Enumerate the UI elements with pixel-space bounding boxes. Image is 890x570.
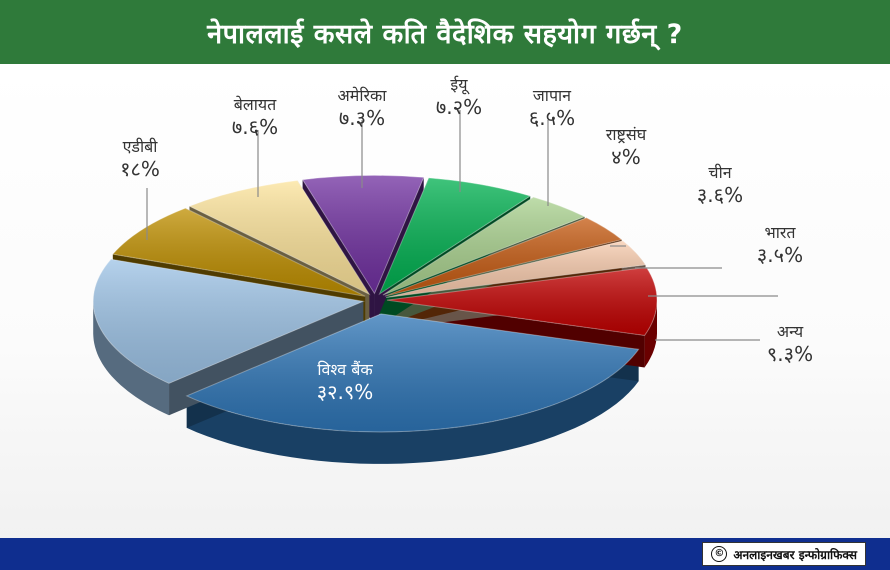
slice-label-value: ४% xyxy=(611,145,640,169)
slice-label-name: राष्ट्रसंघ xyxy=(606,125,647,144)
slice-shade xyxy=(386,267,657,336)
slice-shade xyxy=(112,208,366,297)
slice-label-value: ७.३% xyxy=(339,106,385,130)
pie-slices xyxy=(92,174,658,464)
slice-shade xyxy=(186,313,639,432)
credit-badge: © अनलाइनखबर इन्फोग्राफिक्स xyxy=(702,542,866,566)
slice-label-value: ७.२% xyxy=(436,95,482,119)
slice-label-name: भारत xyxy=(764,223,796,242)
slice-shade xyxy=(386,240,646,298)
slice-label-value: १८% xyxy=(120,157,160,181)
slice-shade xyxy=(382,197,585,296)
slice-wall xyxy=(186,349,639,464)
leader-lines xyxy=(146,110,778,341)
chart-title: नेपाललाई कसले कति वैदेशिक सहयोग गर्छन् ? xyxy=(207,18,683,50)
slice-label-value: ६.५% xyxy=(529,106,575,130)
slice-wall xyxy=(644,298,657,368)
slice-wall xyxy=(93,301,169,416)
slice-shade xyxy=(384,217,622,297)
slice-label-name: एडीबी xyxy=(123,137,159,156)
slice-label-name: ईयू xyxy=(450,75,470,95)
slice-label-name: बेलायत xyxy=(234,95,277,114)
slice-label-name: विश्व बैंक xyxy=(317,360,373,379)
slice-label-value: ७.६% xyxy=(232,115,278,139)
copyright-icon: © xyxy=(711,546,728,562)
slice-label-name: अन्य xyxy=(777,322,804,341)
slice-labels: विश्व बैंक३२.९% अन्य९.३% भारत३.५% चीन३.६% रा… xyxy=(120,75,813,404)
slice-label-name: अमेरिका xyxy=(338,86,388,105)
slice-shade xyxy=(189,180,370,295)
slice-label-name: जापान xyxy=(533,86,572,105)
slice-label-value: ९.३% xyxy=(767,342,813,366)
slice-shade xyxy=(302,175,424,294)
slice-shade xyxy=(93,259,364,384)
title-banner: नेपाललाई कसले कति वैदेशिक सहयोग गर्छन् ? xyxy=(0,0,890,64)
slice-label-value: ३२.९% xyxy=(317,380,374,404)
slice-label-name: चीन xyxy=(708,163,732,182)
slice-label-value: ३.५% xyxy=(757,243,803,267)
slice-shade xyxy=(379,177,531,294)
credit-text: अनलाइनखबर इन्फोग्राफिक्स xyxy=(733,547,857,562)
slice-label-value: ३.६% xyxy=(697,183,743,207)
